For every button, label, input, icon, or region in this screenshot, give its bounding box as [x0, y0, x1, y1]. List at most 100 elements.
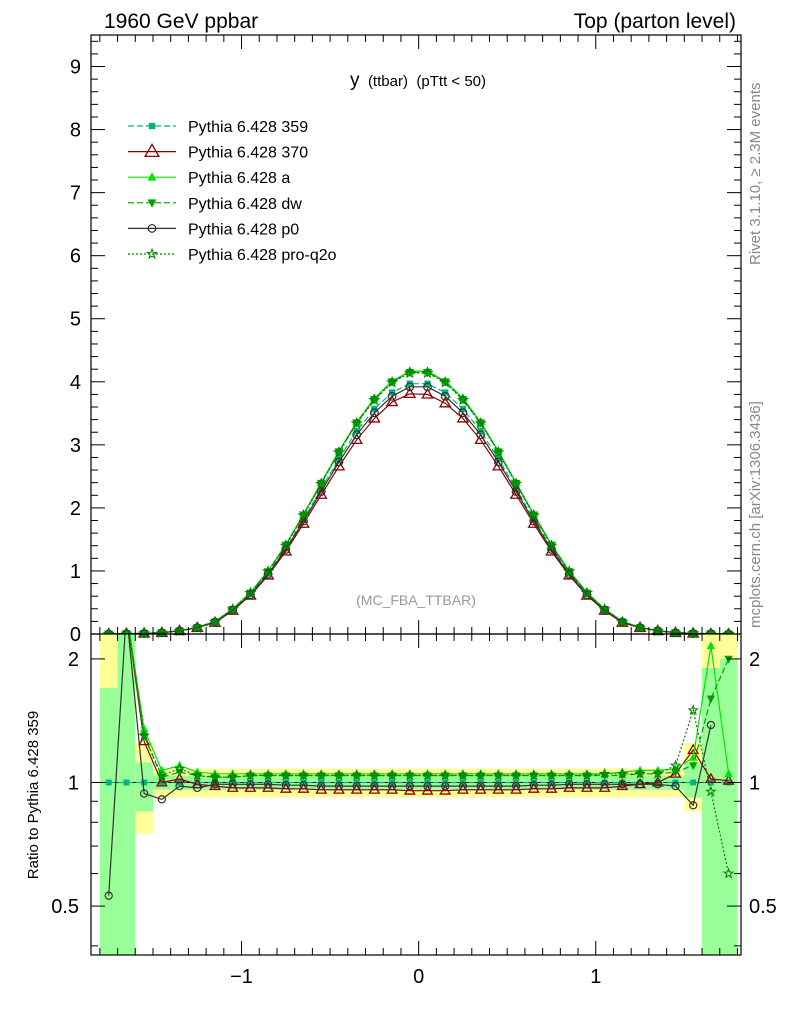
- marker-star: [350, 769, 363, 781]
- marker-star: [598, 603, 611, 615]
- rivet-label: Rivet 3.1.10, ≥ 2.3M events: [747, 83, 764, 266]
- marker-star: [279, 769, 292, 781]
- marker-circle-open: [564, 569, 574, 579]
- marker-circle-open: [706, 720, 716, 730]
- marker-star: [456, 393, 469, 406]
- marker-square: [212, 779, 218, 786]
- marker-triangle-open: [421, 784, 434, 795]
- marker-triangle-open: [297, 516, 310, 528]
- marker-star: [687, 626, 700, 639]
- marker-circle-open: [440, 391, 450, 401]
- marker-square: [105, 779, 112, 786]
- marker-triangle-open: [439, 784, 452, 795]
- marker-triangle-open: [385, 395, 399, 407]
- legend-label: Pythia 6.428 a: [188, 170, 290, 187]
- marker-star: [208, 615, 222, 628]
- marker-circle-open: [352, 430, 362, 440]
- marker-triangle: [147, 172, 157, 181]
- marker-triangle-open: [368, 411, 381, 423]
- marker-star: [687, 704, 700, 716]
- marker-star: [457, 769, 469, 781]
- marker-square: [690, 779, 697, 786]
- ytick-label: 8: [70, 120, 81, 142]
- marker-circle-open: [316, 487, 326, 496]
- marker-circle-open: [493, 457, 503, 467]
- marker-circle-open: [370, 781, 379, 791]
- marker-square: [300, 779, 307, 786]
- marker-star: [474, 769, 487, 781]
- marker-star: [545, 539, 558, 551]
- legend-label: Pythia 6.428 359: [188, 119, 308, 136]
- marker-star: [145, 247, 159, 260]
- marker-star: [332, 445, 346, 458]
- marker-star: [385, 376, 399, 388]
- chart-title: y (ttbar) (pTtt < 50): [350, 70, 486, 91]
- ratio-panel: −1 0 1 0.5 0.5 1 1 2 2: [51, 633, 777, 988]
- marker-star: [421, 769, 434, 781]
- marker-triangle-open: [155, 776, 168, 787]
- marker-circle-open: [494, 781, 503, 791]
- series-5: [102, 366, 735, 640]
- marker-circle-open: [352, 781, 361, 791]
- ratio-ytick-label-right: 1: [749, 772, 760, 794]
- marker-star: [226, 771, 239, 783]
- marker-star: [315, 477, 328, 490]
- marker-circle-open: [476, 781, 485, 791]
- marker-circle-open: [334, 781, 344, 791]
- marker-star: [439, 769, 452, 781]
- ratio-series-line: [108, 634, 712, 896]
- marker-circle-open: [210, 780, 220, 789]
- marker-triangle-open: [438, 396, 452, 408]
- marker-circle-open: [423, 382, 432, 392]
- marker-star: [527, 769, 540, 781]
- marker-circle-open: [405, 781, 414, 791]
- marker-star: [173, 762, 186, 774]
- marker-star: [155, 626, 168, 638]
- marker-triangle-open: [616, 779, 629, 791]
- ratio-series-line: [128, 634, 730, 778]
- marker-star: [633, 621, 647, 633]
- marker-circle-open: [175, 781, 184, 791]
- marker-star: [156, 769, 168, 781]
- ratio-series-line: [129, 634, 730, 775]
- marker-star: [173, 624, 186, 637]
- marker-star: [421, 366, 434, 379]
- marker-triangle-open: [279, 544, 293, 556]
- marker-circle-open: [147, 223, 157, 233]
- ratio-ytick-label-left: 2: [68, 649, 79, 671]
- marker-circle-open: [600, 780, 609, 789]
- ratio-ylabel: Ratio to Pythia 6.428 359: [25, 711, 42, 879]
- marker-triangle: [706, 641, 716, 650]
- marker-star: [580, 586, 594, 599]
- title-sub: (ttbar): [368, 73, 408, 90]
- marker-circle-open: [423, 781, 432, 791]
- marker-square: [424, 380, 431, 387]
- marker-triangle-open: [403, 784, 416, 795]
- marker-circle-open: [387, 391, 397, 401]
- marker-triangle-open: [421, 387, 434, 399]
- marker-circle-open: [228, 780, 237, 789]
- marker-triangle-open: [527, 516, 541, 528]
- marker-circle-open: [458, 781, 468, 791]
- marker-circle-open: [653, 780, 662, 789]
- marker-triangle-open: [722, 774, 735, 785]
- xtick-label: 1: [590, 966, 601, 988]
- marker-star: [492, 769, 505, 781]
- marker-circle-open: [565, 780, 574, 789]
- band-green: [99, 687, 118, 955]
- marker-circle-open: [529, 781, 538, 790]
- series-line: [108, 372, 729, 635]
- marker-circle-open: [387, 781, 397, 791]
- marker-star: [722, 867, 735, 879]
- marker-square: [148, 122, 156, 130]
- marker-triangle-open: [143, 143, 161, 158]
- marker-star: [191, 621, 204, 633]
- legend-label: Pythia 6.428 pro-q2o: [188, 247, 337, 264]
- marker-star: [510, 769, 522, 781]
- marker-triangle-open: [669, 767, 682, 778]
- marker-circle-open: [582, 780, 592, 789]
- marker-triangle: [724, 769, 733, 777]
- marker-circle-open: [317, 781, 326, 791]
- ytick-label: 6: [70, 246, 81, 268]
- marker-triangle: [688, 752, 698, 761]
